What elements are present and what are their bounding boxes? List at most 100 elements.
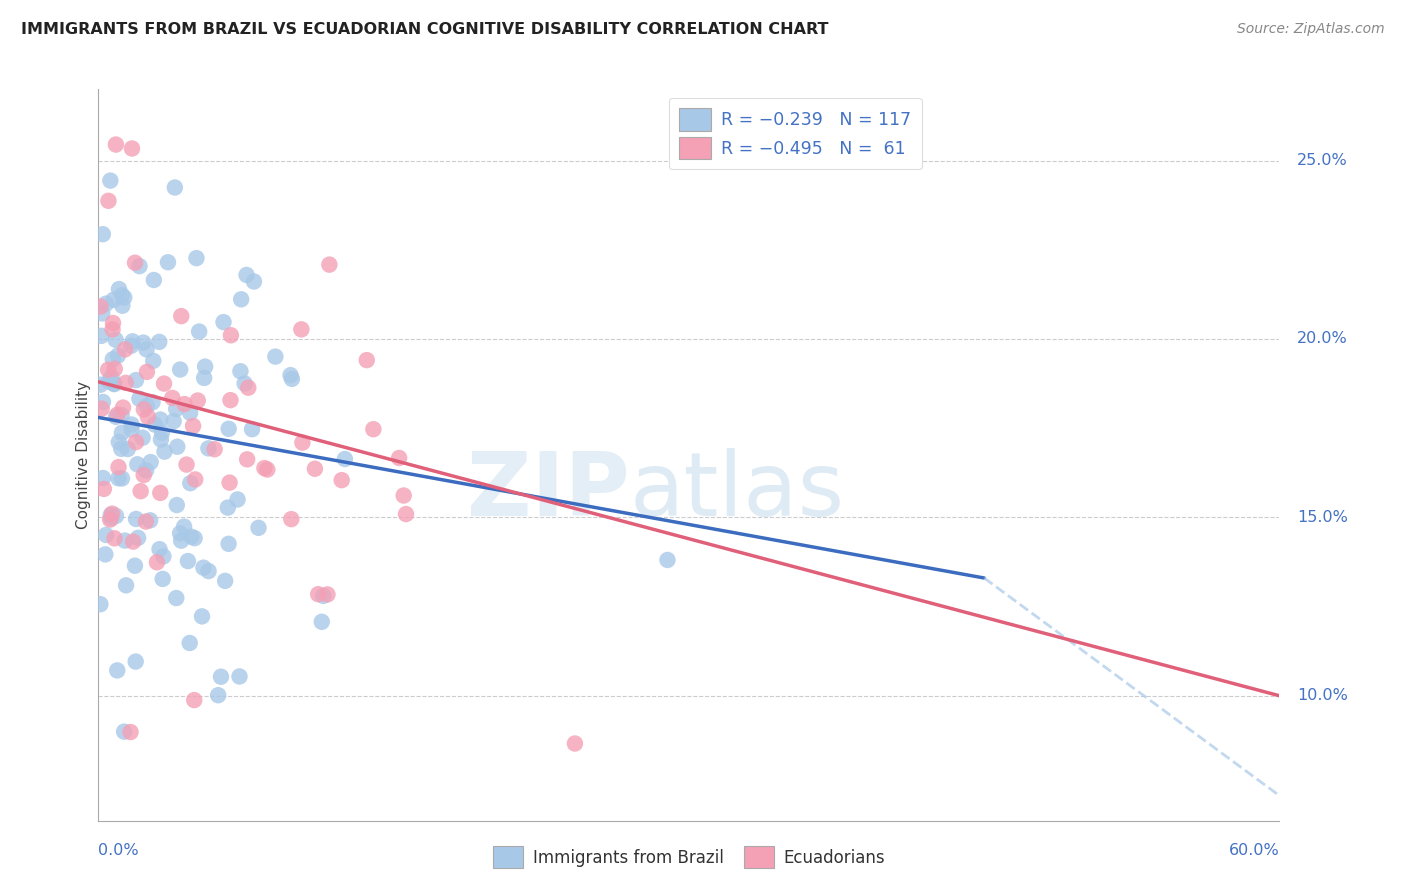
Point — [214, 574, 236, 588]
Point — [179, 406, 201, 420]
Point — [112, 401, 135, 415]
Text: 0.0%: 0.0% — [98, 843, 139, 857]
Point — [101, 316, 124, 330]
Point — [112, 291, 135, 305]
Point — [121, 417, 143, 432]
Point — [108, 282, 131, 296]
Point — [235, 268, 257, 282]
Point — [103, 293, 125, 307]
Point — [191, 609, 214, 624]
Point — [307, 587, 329, 601]
Point — [219, 393, 242, 408]
Point — [139, 513, 162, 527]
Point — [104, 333, 127, 347]
Point — [125, 435, 148, 450]
Point — [142, 354, 165, 368]
Point — [89, 597, 111, 611]
Point — [247, 521, 270, 535]
Point — [97, 363, 120, 377]
Point — [219, 328, 242, 343]
Point — [91, 471, 114, 485]
Point — [117, 442, 139, 456]
Point — [105, 409, 128, 424]
Point — [132, 468, 155, 483]
Text: atlas: atlas — [630, 448, 845, 535]
Point — [107, 471, 129, 485]
Point — [183, 531, 205, 545]
Point — [162, 414, 184, 428]
Point — [142, 273, 165, 287]
Point — [176, 458, 198, 472]
Point — [97, 194, 120, 208]
Text: 25.0%: 25.0% — [1298, 153, 1348, 168]
Point — [173, 519, 195, 533]
Point — [125, 655, 148, 669]
Point — [153, 444, 176, 458]
Point — [173, 397, 195, 411]
Point — [165, 591, 187, 605]
Point — [136, 409, 159, 424]
Point — [125, 512, 148, 526]
Point — [128, 259, 150, 273]
Point — [101, 322, 124, 336]
Point — [233, 376, 256, 391]
Text: 10.0%: 10.0% — [1298, 689, 1348, 703]
Point — [188, 325, 211, 339]
Y-axis label: Cognitive Disability: Cognitive Disability — [76, 381, 91, 529]
Point — [120, 725, 142, 739]
Point — [181, 419, 204, 434]
Point — [212, 315, 235, 329]
Point — [218, 475, 240, 490]
Point — [101, 352, 124, 367]
Point — [169, 362, 191, 376]
Point — [316, 587, 339, 601]
Point — [197, 442, 219, 456]
Point — [149, 486, 172, 500]
Point — [180, 530, 202, 544]
Point — [243, 275, 266, 289]
Point — [150, 425, 173, 440]
Text: 15.0%: 15.0% — [1298, 510, 1348, 524]
Point — [186, 251, 208, 265]
Point — [135, 463, 157, 477]
Point — [100, 508, 122, 522]
Point — [131, 431, 153, 445]
Point — [166, 498, 188, 512]
Point — [330, 473, 353, 487]
Point — [148, 334, 170, 349]
Point — [236, 452, 259, 467]
Point — [127, 531, 149, 545]
Point — [204, 442, 226, 457]
Point — [121, 141, 143, 155]
Legend: Immigrants from Brazil, Ecuadorians: Immigrants from Brazil, Ecuadorians — [486, 839, 891, 874]
Point — [120, 339, 142, 353]
Point — [128, 392, 150, 406]
Point — [107, 435, 129, 450]
Point — [111, 288, 134, 302]
Point — [93, 482, 115, 496]
Point — [135, 515, 157, 529]
Point — [207, 688, 229, 702]
Point — [163, 180, 186, 194]
Point — [104, 137, 127, 152]
Point — [103, 532, 125, 546]
Point — [90, 328, 112, 343]
Text: 20.0%: 20.0% — [1298, 332, 1348, 346]
Point — [209, 670, 232, 684]
Point — [311, 615, 333, 629]
Point — [103, 376, 125, 391]
Point — [111, 471, 134, 485]
Point — [97, 375, 120, 389]
Point — [98, 512, 121, 526]
Point — [114, 533, 136, 548]
Point — [94, 548, 117, 562]
Point — [312, 589, 335, 603]
Point — [105, 508, 128, 523]
Point — [280, 368, 302, 383]
Point — [90, 401, 112, 416]
Point — [657, 553, 679, 567]
Point — [564, 737, 586, 751]
Text: IMMIGRANTS FROM BRAZIL VS ECUADORIAN COGNITIVE DISABILITY CORRELATION CHART: IMMIGRANTS FROM BRAZIL VS ECUADORIAN COG… — [21, 22, 828, 37]
Point — [226, 492, 249, 507]
Point — [89, 300, 111, 314]
